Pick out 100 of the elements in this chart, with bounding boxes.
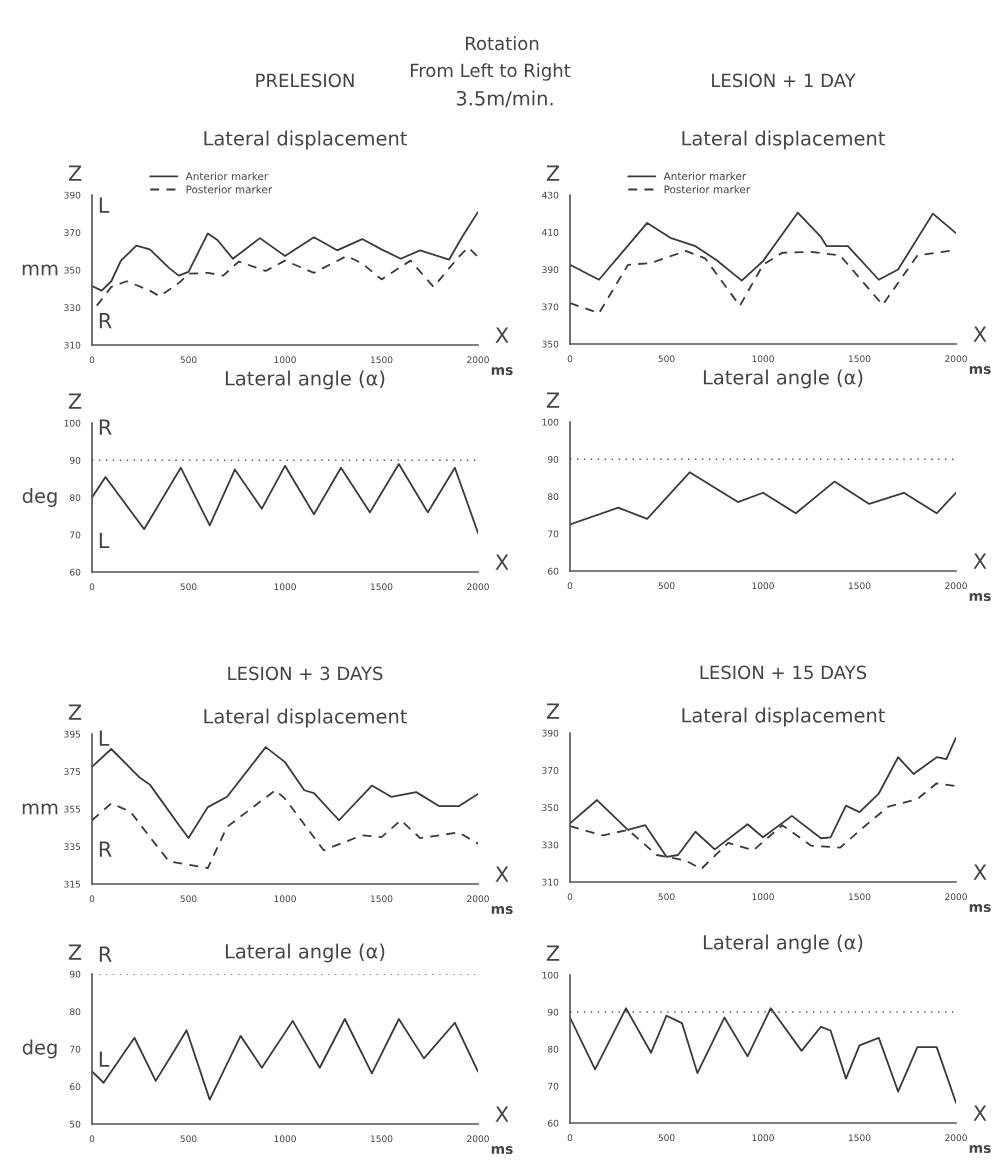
x-tick-label: 2000 <box>945 355 967 363</box>
text: Z <box>546 945 560 961</box>
y-tick-label: 310 <box>542 878 559 886</box>
chart-title: Lateral angle (α) <box>703 369 863 389</box>
x-tick-label: 1000 <box>274 1135 296 1143</box>
y-tick-label: 70 <box>548 530 559 538</box>
x-tick-label: 0 <box>89 583 95 591</box>
x-tick-label: 1500 <box>371 1135 393 1143</box>
x-tick-label: 1000 <box>752 893 774 901</box>
y-tick-label: 350 <box>542 340 559 348</box>
x-tick-label: 2000 <box>945 1134 967 1142</box>
y-tick-label: 350 <box>542 804 559 812</box>
text: Z <box>68 944 82 960</box>
x-tick-label: 1000 <box>274 356 296 364</box>
text: Z <box>546 165 560 181</box>
x-axis-title: ms <box>491 367 513 376</box>
x-tick-label: 500 <box>658 893 675 901</box>
x-tick-label: 0 <box>89 356 95 364</box>
y-tick-label: 370 <box>542 766 559 774</box>
text: X <box>973 1105 987 1121</box>
y-tick-label: 80 <box>70 494 81 502</box>
x-tick-label: 0 <box>567 355 573 363</box>
y-tick-label: 60 <box>548 567 559 575</box>
y-tick-label: 70 <box>70 531 81 539</box>
x-tick-label: 1000 <box>274 583 296 591</box>
x-tick-label: 1000 <box>752 355 774 363</box>
x-tick-label: 2000 <box>467 583 489 591</box>
line-series <box>570 1007 956 1104</box>
text: X <box>495 327 509 343</box>
y-tick-label: 60 <box>70 568 81 576</box>
y-tick-label: 100 <box>64 419 81 427</box>
y-tick-label: 390 <box>64 191 81 199</box>
x-tick-label: 1000 <box>752 582 774 590</box>
chart-title: Lateral angle (α) <box>703 934 863 954</box>
y-tick-label: 330 <box>542 841 559 849</box>
y-tick-label: 80 <box>548 1045 559 1053</box>
y-tick-label: 430 <box>542 191 559 199</box>
x-tick-label: 0 <box>89 1135 95 1143</box>
y-tick-label: 90 <box>69 456 81 464</box>
text: X <box>973 553 987 569</box>
annotation: L <box>99 197 110 213</box>
y-axis-title: mm <box>22 803 58 815</box>
chart-subtitle: Lateral displacement <box>682 707 885 727</box>
x-tick-label: 1500 <box>371 895 393 903</box>
y-tick-label: 395 <box>64 730 81 738</box>
chart-title: Lateral angle (α) <box>225 943 385 963</box>
x-tick-label: 2000 <box>945 893 967 901</box>
annotation: L <box>99 730 110 746</box>
y-tick-label: 335 <box>64 843 81 851</box>
chart-subtitle: Lateral displacement <box>204 708 407 728</box>
x-tick-label: 500 <box>180 895 197 903</box>
legend-label: Posterior marker <box>664 185 751 194</box>
line-series <box>92 746 478 839</box>
x-tick-label: 0 <box>89 895 95 903</box>
y-tick-label: 90 <box>547 455 559 463</box>
x-tick-label: 2000 <box>467 356 489 364</box>
y-tick-label: 90 <box>547 1008 559 1016</box>
chart-subtitle: Lateral displacement <box>682 130 885 150</box>
y-tick-label: 80 <box>548 493 559 501</box>
line-series <box>92 463 478 534</box>
annotation: L <box>99 1051 110 1067</box>
y-axis-title: deg <box>22 488 57 507</box>
y-tick-label: 60 <box>70 1083 81 1091</box>
x-tick-label: 500 <box>180 356 197 364</box>
line-series <box>92 1018 478 1101</box>
y-tick-label: 330 <box>64 304 81 312</box>
y-tick-label: 370 <box>542 303 559 311</box>
y-tick-label: 390 <box>542 266 559 274</box>
x-tick-label: 500 <box>180 1135 197 1143</box>
x-axis-title: ms <box>969 593 991 602</box>
y-tick-label: 375 <box>64 768 81 776</box>
text: X <box>495 866 509 882</box>
chart-subtitle: Lateral displacement <box>204 130 407 150</box>
x-tick-label: 500 <box>658 582 675 590</box>
text: Z <box>546 703 560 719</box>
x-tick-label: 500 <box>658 355 675 363</box>
y-axis-title: mm <box>22 264 58 276</box>
y-tick-label: 390 <box>542 729 559 737</box>
chart-title: PRELESION <box>256 73 354 88</box>
chart-title: LESION + 3 DAYS <box>228 666 383 681</box>
annotation: L <box>99 532 110 548</box>
y-tick-label: 80 <box>70 1008 81 1016</box>
annotation: R <box>99 419 112 435</box>
x-tick-label: 1500 <box>849 355 871 363</box>
x-axis-title: ms <box>969 904 991 913</box>
annotation: R <box>99 313 112 329</box>
y-tick-label: 60 <box>548 1119 559 1127</box>
x-tick-label: 1000 <box>274 895 296 903</box>
line-series <box>92 789 478 869</box>
legend-label: Anterior marker <box>185 172 269 181</box>
y-tick-label: 315 <box>64 880 81 888</box>
x-tick-label: 500 <box>658 1134 675 1142</box>
x-tick-label: 500 <box>180 583 197 591</box>
annotation: R <box>99 841 112 857</box>
line-series <box>570 211 956 282</box>
y-tick-label: 350 <box>64 266 81 274</box>
x-tick-label: 0 <box>567 893 573 901</box>
text: Z <box>68 165 82 181</box>
text: X <box>973 326 987 342</box>
text: Z <box>68 393 82 409</box>
